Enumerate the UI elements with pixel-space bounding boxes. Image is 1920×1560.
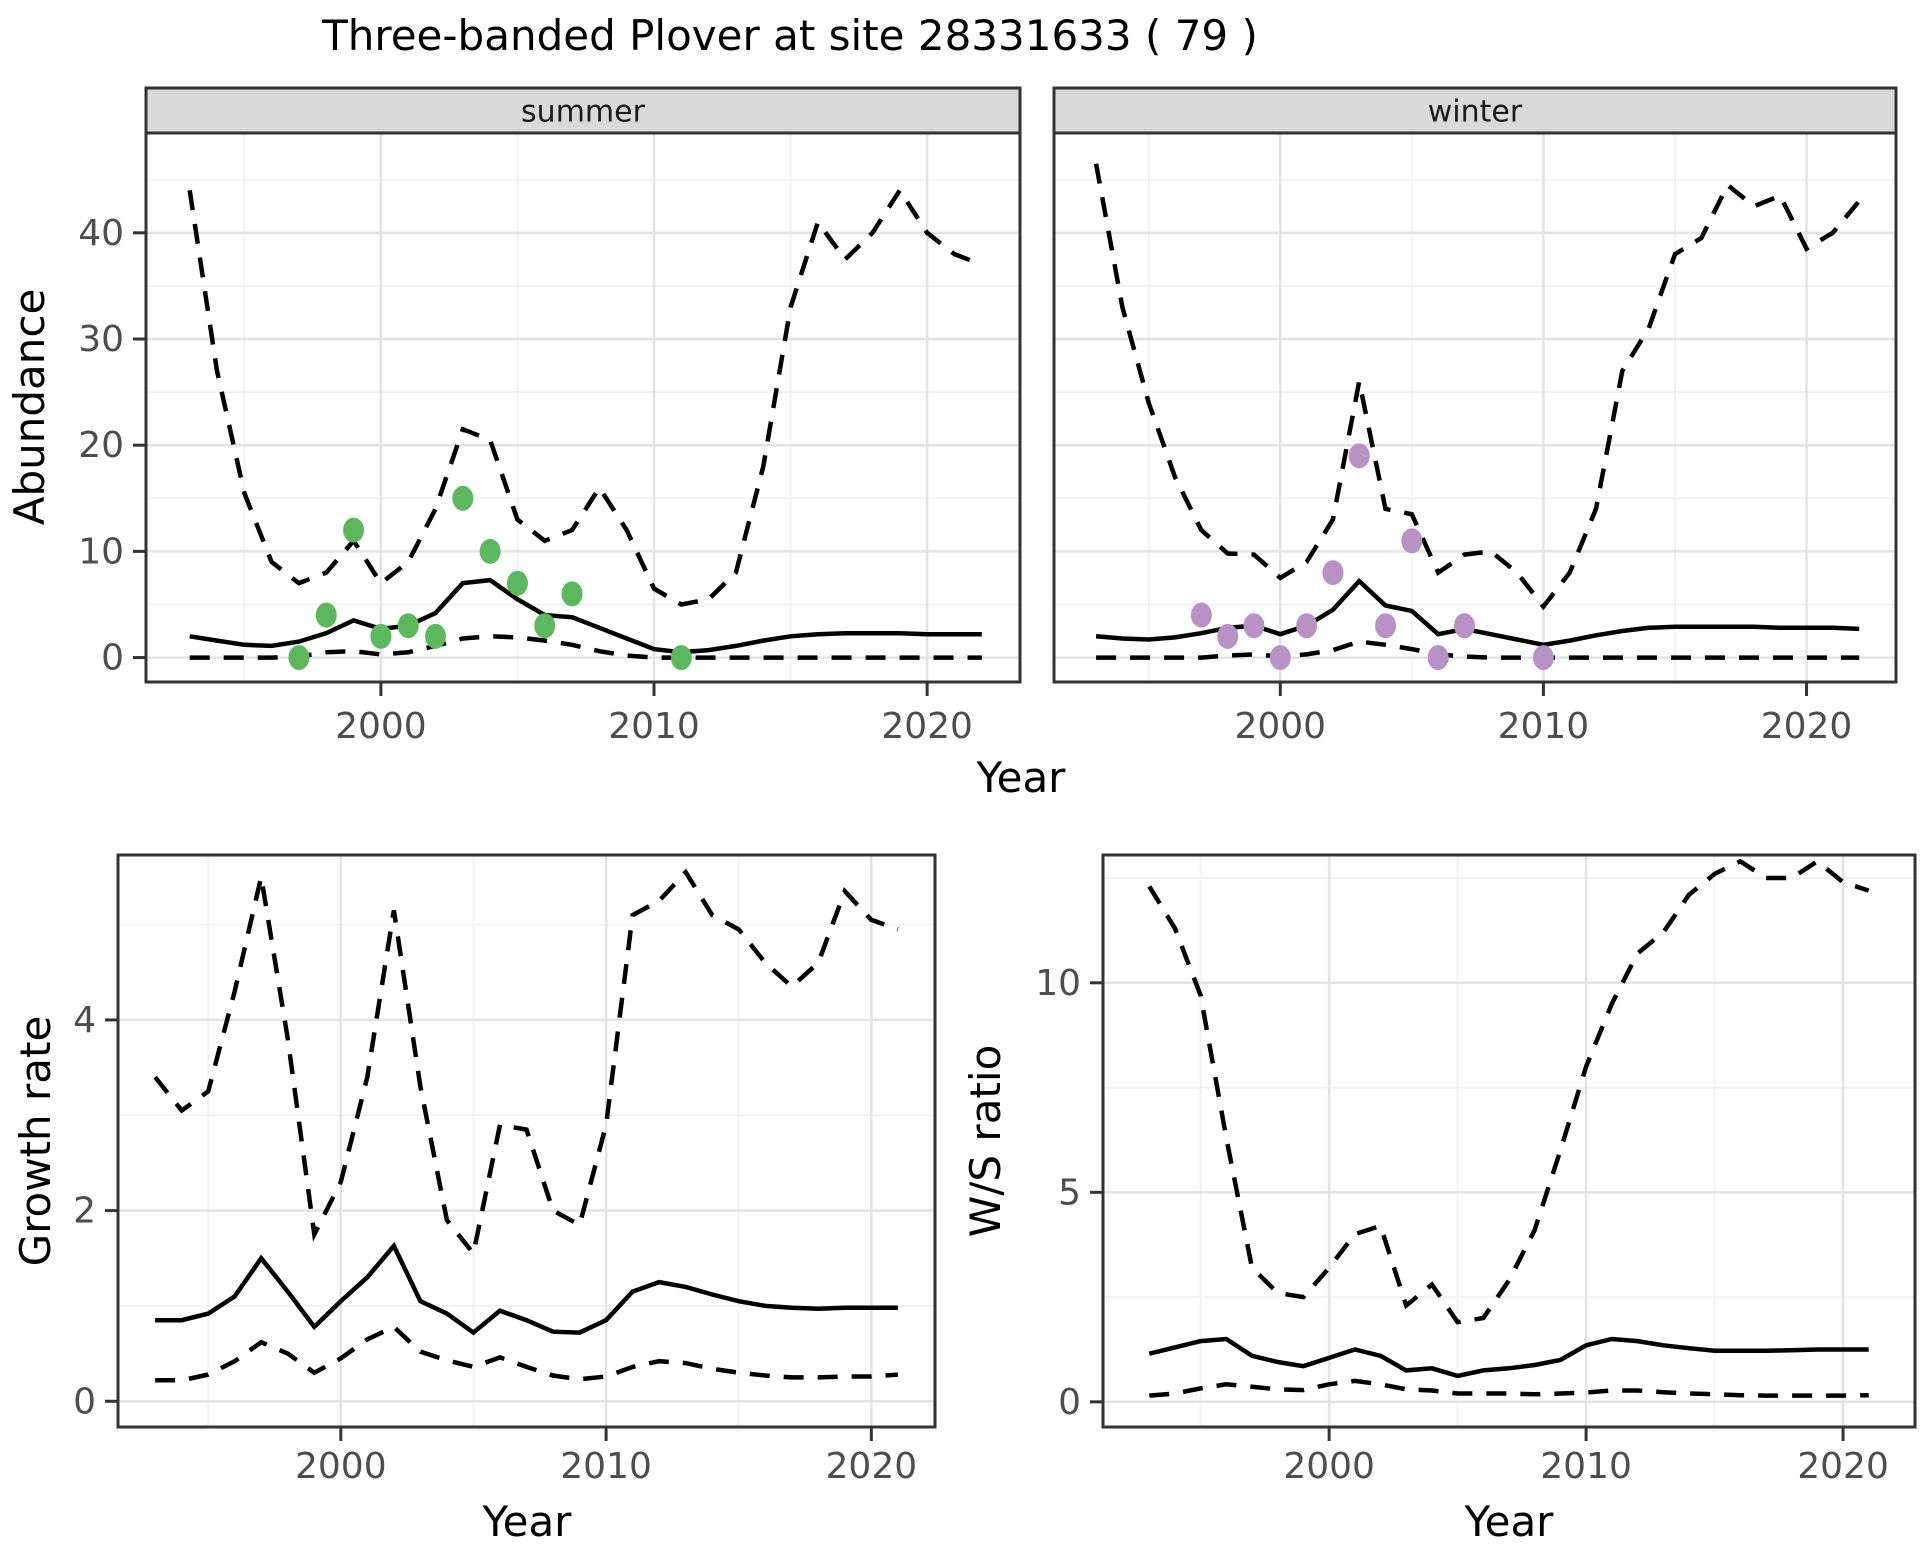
x-tick-label: 2010 [560,1446,652,1487]
x-tick-label: 2010 [1498,706,1590,747]
gridlines-minor [146,133,1020,682]
panel-border [116,853,937,1429]
series-median-line [155,1241,898,1336]
facet-strip-label: summer [521,95,646,130]
x-tick-label: 2020 [1797,1446,1889,1487]
y-tick-label: 0 [1058,1382,1081,1423]
y-tick-label: 0 [73,1381,96,1422]
series-median-line [1148,1336,1869,1379]
y-tick-label: 2 [73,1191,96,1232]
panel-background [1054,133,1896,682]
data-point [670,645,692,671]
series-median-line [189,577,982,655]
series-lower-ci-line [155,1324,899,1383]
data-point [1243,613,1265,639]
series-lower-ci-line [1149,1378,1869,1398]
data-point [479,538,501,564]
series-observed-counts [288,485,692,671]
panel-background [1103,855,1915,1427]
gridlines-minor [118,855,935,1427]
series-observed-counts [1190,443,1554,671]
data-point [315,602,337,628]
figure-title: Three-banded Plover at site 28331633 ( 7… [321,11,1258,60]
data-point [1322,560,1344,586]
y-tick-label: 0 [101,638,124,679]
panel-background [118,855,935,1427]
data-point [1427,645,1449,671]
series-lower-ci-line [189,634,982,660]
y-tick-label: 10 [78,531,124,572]
y-axis-title: Growth rate [11,1016,60,1267]
gridlines-major [1103,855,1915,1427]
series-upper-ci-line [1147,858,1870,1325]
panel-border [1101,853,1917,1429]
y-axis-title: W/S ratio [961,1045,1010,1238]
x-tick-label: 2000 [1234,706,1326,747]
data-point [370,623,392,649]
series-upper-ci-line [1093,163,1861,611]
data-point [1375,613,1397,639]
data-point [1269,645,1291,671]
panel-ws-ratio: 0 5 10 2000 2010 2020 Year W/S ratio [961,853,1917,1546]
x-tick-label: 2010 [1540,1446,1632,1487]
data-point [425,623,447,649]
data-point [534,613,556,639]
facet-strip-label: winter [1428,95,1523,130]
data-point [1296,613,1318,639]
series-upper-ci-line [187,186,983,607]
data-point [288,645,310,671]
y-tick-label: 40 [78,213,124,254]
y-tick-label: 4 [73,1000,96,1041]
y-tick-label: 20 [78,425,124,466]
gridlines-major [118,855,935,1427]
x-tick-label: 2000 [295,1446,387,1487]
x-tick-label: 2010 [608,706,700,747]
facet-strip-summer [144,86,1022,135]
gridlines-minor [1054,133,1896,682]
x-tick-label: 2000 [335,706,427,747]
data-point [1190,602,1212,628]
data-point [561,581,583,607]
y-tick-label: 5 [1058,1172,1081,1213]
data-point [343,517,365,543]
y-tick-label: 30 [78,319,124,360]
data-point [1348,443,1370,469]
y-tick-label: 10 [1035,963,1081,1004]
x-tick-label: 2020 [881,706,973,747]
data-point [452,485,474,511]
panel-abundance-winter: winter 2000 2010 2020 [1052,86,1898,747]
x-tick-label: 2020 [1761,706,1853,747]
panel-background [146,133,1020,682]
x-tick-label: 2020 [826,1446,918,1487]
facet-strip-winter [1052,86,1898,135]
x-axis-title: Year [976,753,1067,802]
series-lower-ci-line [1096,639,1860,660]
data-point [1532,645,1554,671]
data-point [397,613,419,639]
panel-border [144,131,1022,684]
data-point [1217,623,1239,649]
x-axis-title: Year [482,1497,573,1546]
x-axis-title: Year [1464,1497,1555,1546]
series-upper-ci-line [153,868,899,1259]
data-point [1453,613,1475,639]
panel-border [1052,131,1898,684]
panel-growth-rate: 0 2 4 2000 2010 2020 Year Growth rate [11,853,937,1546]
data-point [1401,528,1423,554]
y-axis-title: Abundance [5,289,54,526]
data-point [506,570,528,596]
x-tick-label: 2000 [1283,1446,1375,1487]
